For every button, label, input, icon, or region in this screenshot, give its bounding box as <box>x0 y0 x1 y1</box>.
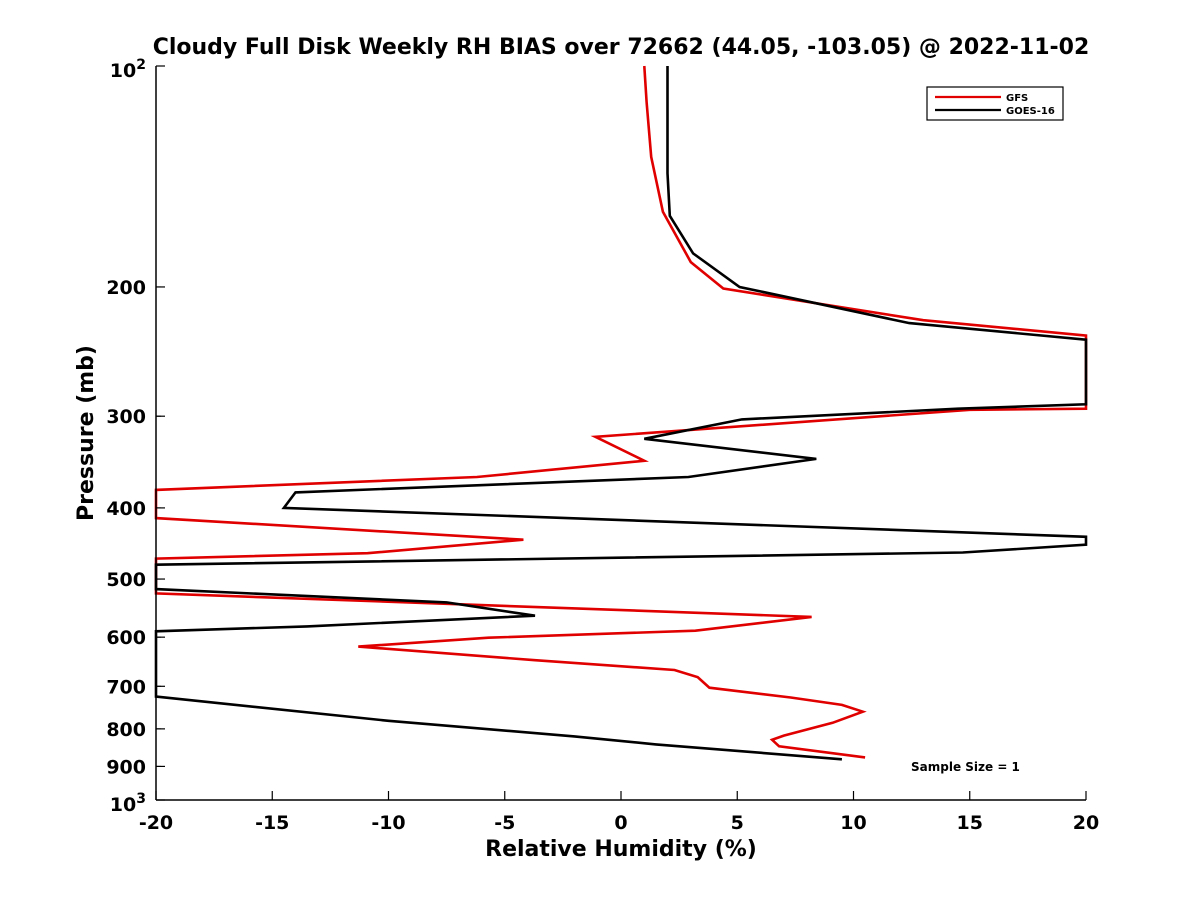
y-tick-label: 500 <box>106 569 146 591</box>
x-tick-label: -20 <box>139 812 173 834</box>
y-tick-label: 900 <box>106 756 146 778</box>
legend-label: GOES-16 <box>1006 106 1055 117</box>
sample-size-annotation: Sample Size = 1 <box>911 760 1020 774</box>
x-tick-label: -5 <box>494 812 515 834</box>
x-tick-label: -15 <box>255 812 289 834</box>
plot-area <box>156 66 1086 800</box>
y-tick-label: 700 <box>106 676 146 698</box>
y-tick-label: 102 <box>110 57 146 82</box>
y-axis-label: Pressure (mb) <box>74 345 99 521</box>
x-tick-label: 5 <box>731 812 744 834</box>
legend-box <box>926 86 1064 121</box>
x-tick-label: 10 <box>840 812 866 834</box>
x-tick-label: 20 <box>1073 812 1099 834</box>
y-tick-label: 103 <box>110 791 146 816</box>
y-tick-label: 300 <box>106 406 146 428</box>
y-tick-label: 200 <box>106 277 146 299</box>
x-axis-label: Relative Humidity (%) <box>485 837 757 862</box>
x-tick-label: 15 <box>957 812 983 834</box>
y-tick-label: 800 <box>106 719 146 741</box>
y-tick-label: 600 <box>106 627 146 649</box>
chart-title: Cloudy Full Disk Weekly RH BIAS over 726… <box>153 35 1090 60</box>
y-tick-label: 400 <box>106 498 146 520</box>
legend-label: GFS <box>1006 93 1028 104</box>
ticks-layer: -20 -15 -10 -5 0 5 10 15 20 102 200 300 400 500 600 700… <box>106 57 1099 834</box>
x-tick-label: -10 <box>371 812 405 834</box>
x-tick-label: 0 <box>614 812 627 834</box>
legend: GFS GOES-16 <box>926 86 1064 121</box>
